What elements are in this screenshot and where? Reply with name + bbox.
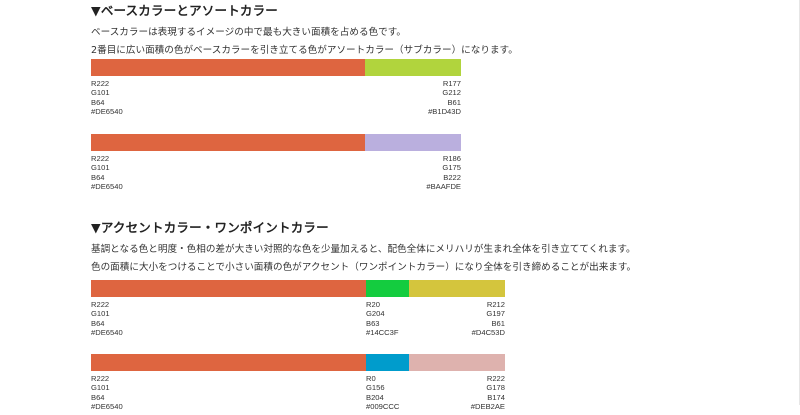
section-description: 色の面積に大小をつけることで小さい面積の色がアクセント（ワンポイントカラー）にな… xyxy=(91,262,637,273)
color-palette: R222 G101 B64 #DE6540 R20 G204 B63 #14CC3F R212 G… xyxy=(91,280,505,341)
color-value-label: R222 G178 B174 #DEB2AE xyxy=(471,374,505,411)
color-swatch xyxy=(91,134,365,151)
hex-code: #BAAFDE xyxy=(426,181,461,191)
rgb-value: B64 xyxy=(91,172,105,182)
color-values: R222 G101 B64 #DE6540 R20 G204 B63 #14CC3F R212 G… xyxy=(91,297,505,341)
hex-code: #DE6540 xyxy=(91,106,123,116)
color-value-label: R222 G101 B64 #DE6540 xyxy=(91,154,123,191)
color-palette: R222 G101 B64 #DE6540 R186 G175 B222 #BAAFDE xyxy=(91,134,461,195)
hex-code: #DE6540 xyxy=(91,327,123,337)
color-bar xyxy=(91,354,505,371)
hex-code: #B1D43D xyxy=(428,106,461,116)
rgb-value: B63 xyxy=(366,318,380,328)
section-description: 2番目に広い面積の色がベースカラーを引き立てる色がアソートカラー（サブカラー）に… xyxy=(91,45,518,56)
rgb-value: G101 xyxy=(91,383,110,393)
color-palette: R222 G101 B64 #DE6540 R177 G212 B61 #B1D43D xyxy=(91,59,461,120)
color-values: R222 G101 B64 #DE6540 R186 G175 B222 #BAAFDE xyxy=(91,151,461,195)
rgb-value: G175 xyxy=(442,163,461,173)
rgb-value: B204 xyxy=(366,392,384,402)
section-description: ベースカラーは表現するイメージの中で最も大きい面積を占める色です。 xyxy=(91,27,406,38)
rgb-value: G197 xyxy=(486,309,505,319)
rgb-value: R222 xyxy=(486,374,505,383)
color-value-label: R20 G204 B63 #14CC3F xyxy=(366,300,399,337)
accent-section: ▼アクセントカラー・ワンポイントカラー 基調となる色と明度・色相の差が大きい対照… xyxy=(91,220,771,275)
color-value-label: R222 G101 B64 #DE6540 xyxy=(91,300,123,337)
hex-code: #009CCC xyxy=(366,401,400,411)
color-value-label: R222 G101 B64 #DE6540 xyxy=(91,374,123,411)
color-value-label: R0 G156 B204 #009CCC xyxy=(366,374,399,411)
rgb-value: R222 xyxy=(91,374,110,383)
base-assort-section: ▼ベースカラーとアソートカラー ベースカラーは表現するイメージの中で最も大きい面… xyxy=(91,3,771,58)
color-bar xyxy=(91,134,461,151)
rgb-value: B64 xyxy=(91,318,105,328)
color-swatch xyxy=(409,354,505,371)
rgb-value: G101 xyxy=(91,163,110,173)
hex-code: #DE6540 xyxy=(91,401,123,411)
rgb-value: G204 xyxy=(366,309,385,319)
color-value-label: R222 G101 B64 #DE6540 xyxy=(91,79,123,116)
color-values: R222 G101 B64 #DE6540 R0 G156 B204 #009CCC R222 G… xyxy=(91,371,505,415)
rgb-value: R222 xyxy=(91,154,110,163)
rgb-value: B64 xyxy=(91,97,105,107)
rgb-value: G101 xyxy=(91,88,110,98)
rgb-value: R186 xyxy=(442,154,461,163)
color-swatch xyxy=(366,354,409,371)
color-swatch xyxy=(409,280,505,297)
color-values: R222 G101 B64 #DE6540 R177 G212 B61 #B1D43D xyxy=(91,76,461,120)
rgb-value: R222 xyxy=(91,79,110,88)
hex-code: #DEB2AE xyxy=(470,401,505,411)
hex-code: #D4C53D xyxy=(471,327,505,337)
rgb-value: B61 xyxy=(491,318,505,328)
rgb-value: B174 xyxy=(487,392,505,402)
hex-code: #14CC3F xyxy=(366,327,399,337)
color-value-label: R186 G175 B222 #BAAFDE xyxy=(426,154,461,191)
rgb-value: R0 xyxy=(366,374,376,383)
section-heading: ▼ベースカラーとアソートカラー xyxy=(91,3,278,18)
rgb-value: G178 xyxy=(486,383,505,393)
color-swatch xyxy=(91,354,366,371)
color-palette: R222 G101 B64 #DE6540 R0 G156 B204 #009CCC R222 G… xyxy=(91,354,505,415)
color-swatch xyxy=(365,59,461,76)
color-swatch xyxy=(365,134,461,151)
color-swatch xyxy=(366,280,409,297)
rgb-value: B222 xyxy=(443,172,461,182)
rgb-value: B64 xyxy=(91,392,105,402)
section-description: 基調となる色と明度・色相の差が大きい対照的な色を少量加えると、配色全体にメリハリ… xyxy=(91,244,636,255)
rgb-value: R20 xyxy=(366,300,380,309)
color-bar xyxy=(91,280,505,297)
rgb-value: G212 xyxy=(442,88,461,98)
rgb-value: B61 xyxy=(447,97,461,107)
color-value-label: R212 G197 B61 #D4C53D xyxy=(472,300,505,337)
rgb-value: R177 xyxy=(442,79,461,88)
hex-code: #DE6540 xyxy=(91,181,123,191)
color-bar xyxy=(91,59,461,76)
rgb-value: R222 xyxy=(91,300,110,309)
color-value-label: R177 G212 B61 #B1D43D xyxy=(428,79,461,116)
section-heading: ▼アクセントカラー・ワンポイントカラー xyxy=(91,220,329,235)
color-swatch xyxy=(91,280,366,297)
rgb-value: G156 xyxy=(366,383,385,393)
rgb-value: R212 xyxy=(486,300,505,309)
color-swatch xyxy=(91,59,365,76)
rgb-value: G101 xyxy=(91,309,110,319)
